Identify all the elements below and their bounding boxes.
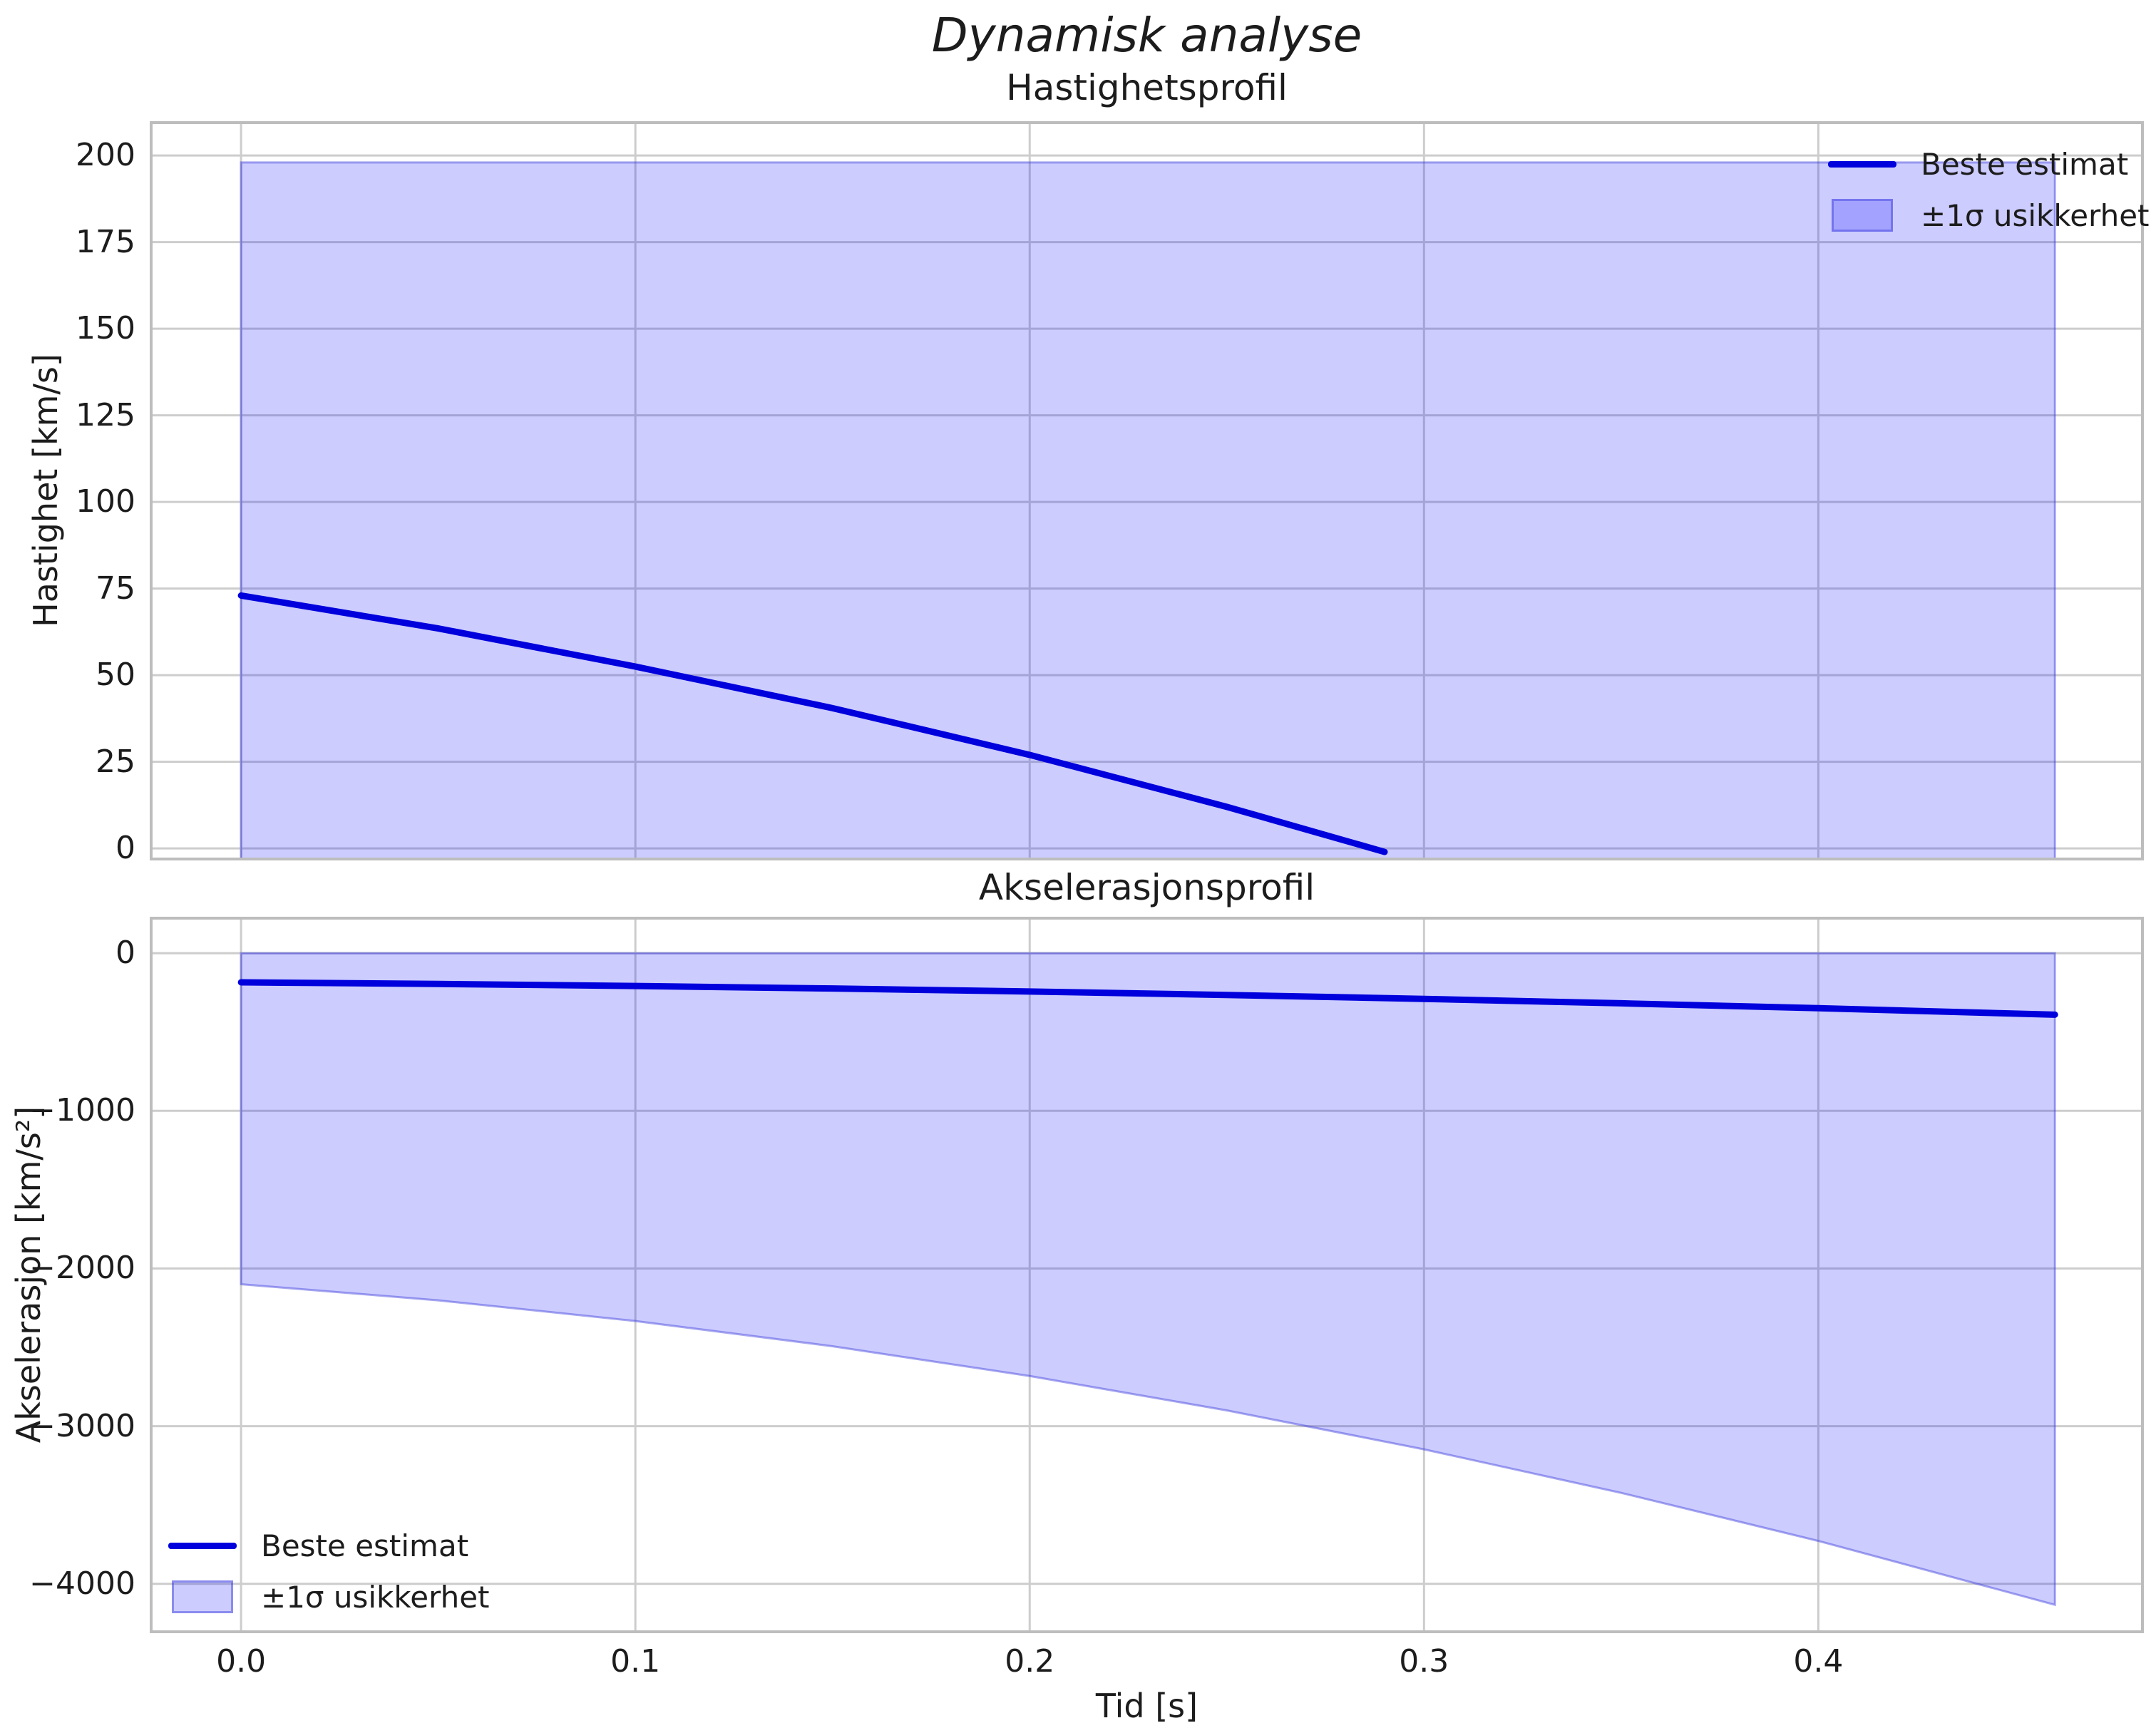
legend-entry-uncertainty: ±1σ usikkerhet xyxy=(163,1571,490,1622)
uncertainty-band xyxy=(240,952,2056,1607)
legend-patch-swatch xyxy=(163,1580,242,1613)
best-estimate-line xyxy=(237,979,2058,1018)
legend-entry-best-estimate: Beste estimat xyxy=(1822,138,2150,190)
axes-spines xyxy=(150,917,2144,1633)
gridlines xyxy=(151,123,2142,859)
legend-label: ±1σ usikkerhet xyxy=(261,1579,490,1615)
x-axis-label: Tid [s] xyxy=(1095,1687,1198,1725)
axes-spines xyxy=(150,121,2144,860)
uncertainty-band xyxy=(240,161,2056,859)
y-axis-label-velocity: Hastighet [km/s] xyxy=(26,354,65,627)
legend-entry-best-estimate: Beste estimat xyxy=(163,1520,490,1571)
best-estimate-line xyxy=(237,592,1388,855)
subplot-title-velocity: Hastighetsprofil xyxy=(1006,67,1288,108)
legend-line-swatch xyxy=(1822,160,1902,168)
y-axis-label-acceleration: Akselerasjon [km/s²] xyxy=(9,1106,48,1444)
legend-label: ±1σ usikkerhet xyxy=(1921,197,2150,233)
legend-label: Beste estimat xyxy=(261,1528,469,1563)
subplot-title-acceleration: Akselerasjonsprofil xyxy=(978,867,1315,908)
legend-line-swatch xyxy=(163,1542,242,1549)
figure-suptitle: Dynamisk analyse xyxy=(931,8,1362,63)
legend-entry-uncertainty: ±1σ usikkerhet xyxy=(1822,190,2150,241)
legend-velocity: Beste estimat ±1σ usikkerhet xyxy=(1822,138,2150,241)
subplot-0 xyxy=(150,121,2144,860)
legend-acceleration: Beste estimat ±1σ usikkerhet xyxy=(163,1520,490,1622)
gridlines xyxy=(151,918,2142,1632)
legend-label: Beste estimat xyxy=(1921,146,2129,182)
subplot-1 xyxy=(150,917,2144,1633)
legend-patch-swatch xyxy=(1822,199,1902,232)
